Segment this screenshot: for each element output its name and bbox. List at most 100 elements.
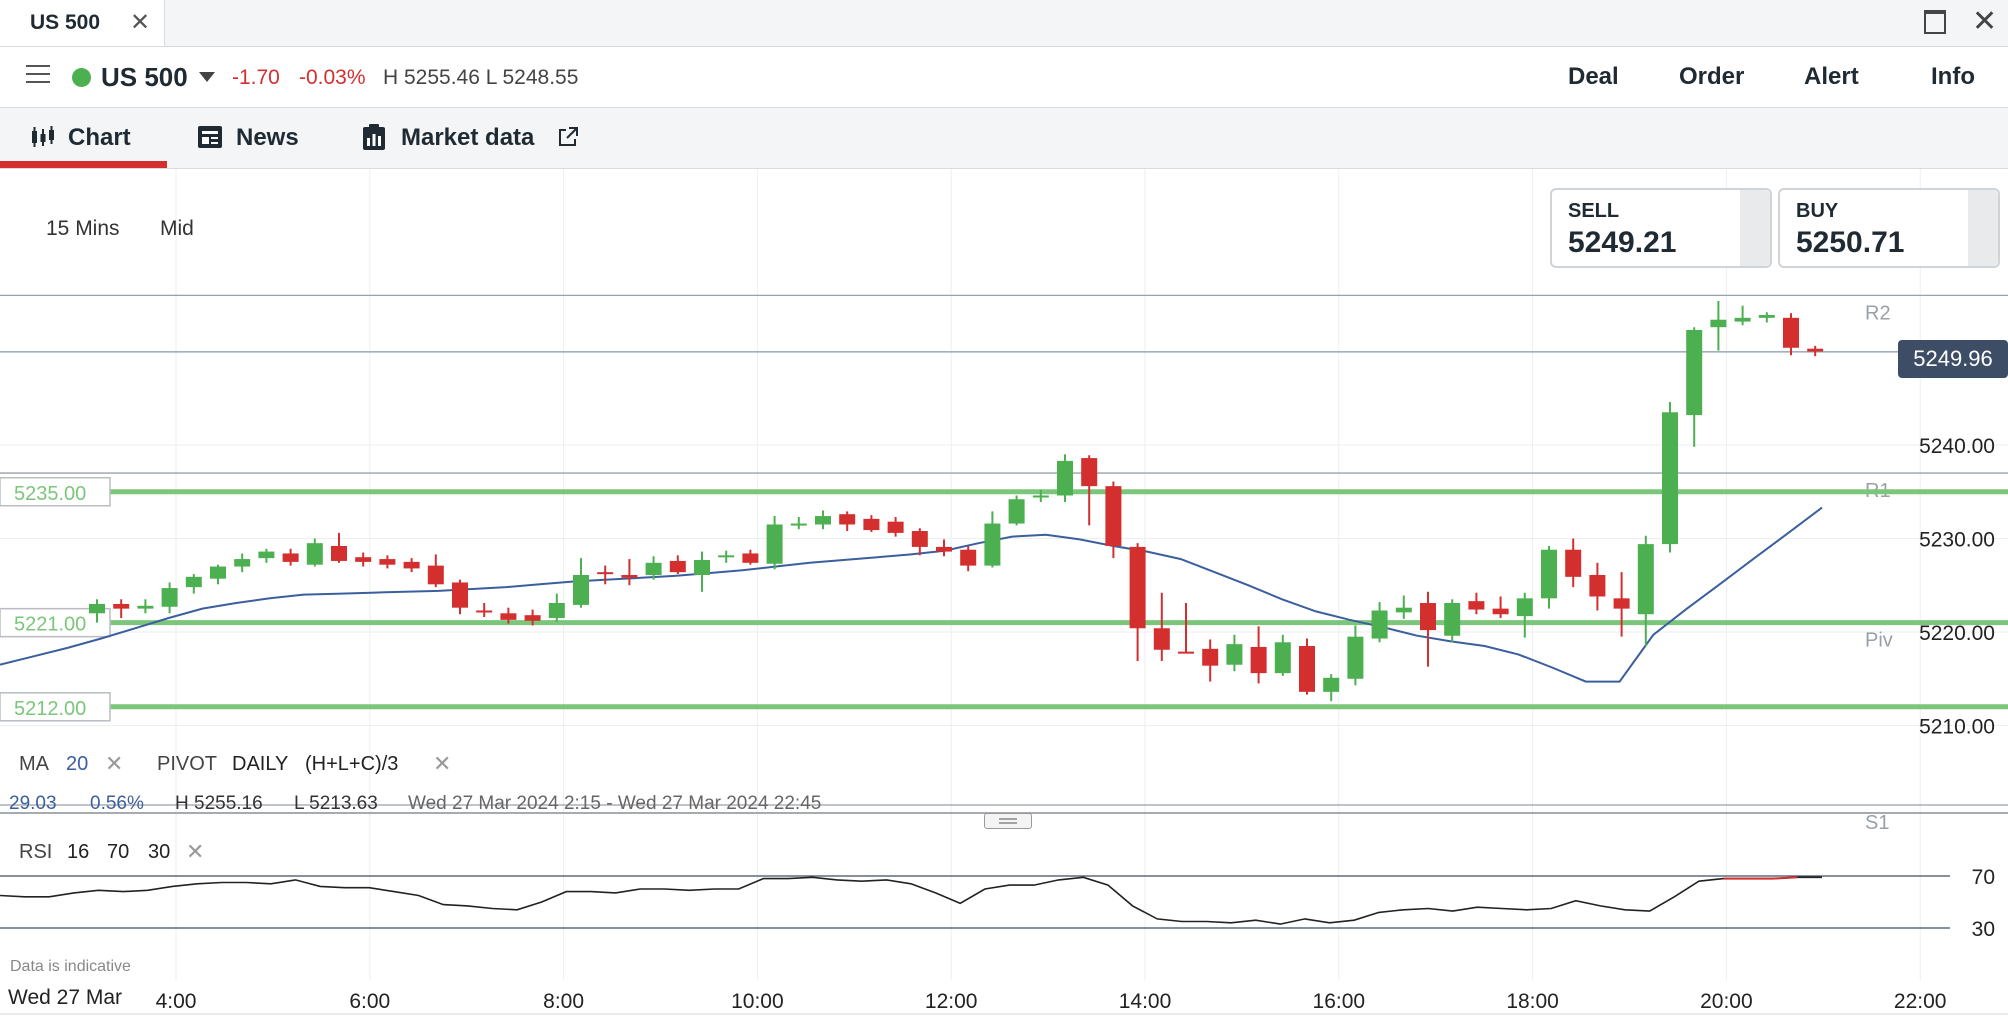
candle-body — [210, 566, 226, 579]
tab-news[interactable]: News — [236, 124, 299, 151]
instrument-tab[interactable]: US 500 ✕ — [0, 0, 165, 46]
candle — [1492, 596, 1509, 618]
candle — [1710, 301, 1727, 351]
candle — [742, 549, 759, 565]
ma-period[interactable]: 20 — [66, 753, 89, 775]
candle — [597, 565, 614, 585]
candle-body — [1274, 642, 1291, 674]
maximize-icon[interactable] — [1924, 10, 1946, 34]
tab-close-icon[interactable]: ✕ — [130, 9, 151, 36]
sell-button[interactable]: SELL 5249.21 — [1550, 188, 1772, 268]
candle-body — [1710, 319, 1727, 328]
candle — [185, 574, 202, 594]
remove-pivot-icon[interactable]: ✕ — [433, 751, 452, 776]
order-button[interactable]: Order — [1679, 63, 1745, 90]
candle — [379, 555, 396, 569]
candle-body — [1057, 460, 1073, 496]
rsi-lower[interactable]: 30 — [148, 841, 171, 863]
rsi-label: RSI — [19, 841, 53, 863]
buy-price: 5250.71 — [1796, 226, 1905, 259]
rsi-period[interactable]: 16 — [67, 841, 90, 863]
candle-body — [984, 523, 1001, 566]
candle-body — [669, 560, 686, 573]
candle-body — [1541, 549, 1557, 599]
candle — [1323, 674, 1340, 702]
candle-body — [1734, 317, 1751, 322]
market-open-status-dot — [72, 68, 91, 87]
deal-button[interactable]: Deal — [1568, 63, 1619, 90]
candle-body — [1032, 495, 1049, 498]
candle — [548, 593, 565, 622]
candle-body — [839, 514, 856, 525]
candle-body — [331, 545, 347, 561]
candle — [645, 556, 662, 580]
y-tick-label: 5230.00 — [1919, 529, 1995, 552]
candle-body — [306, 543, 323, 565]
candle — [234, 553, 251, 573]
candle-body — [1589, 574, 1606, 597]
candle — [524, 609, 541, 626]
candle — [1734, 305, 1751, 326]
candle-body — [548, 603, 565, 618]
price-level-label: 5221.00 — [14, 614, 86, 636]
candle-body — [1153, 628, 1170, 650]
price-level-tag — [0, 692, 111, 722]
buy-button[interactable]: BUY 5250.71 — [1778, 188, 2000, 268]
external-link-icon[interactable] — [557, 126, 579, 153]
candle-body — [645, 562, 662, 575]
rsi-line — [0, 876, 1822, 925]
candle-body — [1299, 646, 1315, 692]
pivot-label-piv: Piv — [1865, 630, 1893, 652]
rsi-axis-70: 70 — [1972, 866, 1995, 889]
pivot-formula[interactable]: (H+L+C)/3 — [305, 753, 399, 775]
remove-ma-icon[interactable]: ✕ — [105, 751, 124, 776]
candle-body — [1783, 317, 1799, 348]
instrument-name[interactable]: US 500 — [101, 62, 188, 92]
candle — [718, 550, 735, 563]
candle-body — [573, 574, 589, 605]
candle — [89, 599, 105, 623]
info-button[interactable]: Info — [1931, 63, 1975, 90]
candle-body — [403, 561, 420, 569]
candle — [1783, 313, 1799, 356]
price-type-selector[interactable]: Mid — [160, 217, 194, 240]
candle — [839, 511, 856, 532]
pivot-label: PIVOT — [157, 753, 218, 775]
timeframe-selector[interactable]: 15 Mins — [46, 217, 120, 240]
candle-body — [960, 549, 977, 566]
x-tick-label: 10:00 — [731, 990, 784, 1013]
candle — [1686, 327, 1703, 447]
candle — [331, 532, 347, 563]
y-tick-label: 5240.00 — [1919, 435, 1995, 458]
sell-strip — [1740, 190, 1770, 266]
alert-button[interactable]: Alert — [1804, 63, 1859, 90]
pivot-period[interactable]: DAILY — [232, 753, 289, 775]
candle — [1178, 603, 1194, 654]
candle — [1226, 634, 1243, 672]
active-tab-indicator — [0, 161, 167, 168]
chevron-down-icon[interactable] — [199, 72, 215, 82]
market-data-icon — [362, 123, 386, 156]
candle — [1153, 592, 1170, 661]
rsi-upper[interactable]: 70 — [107, 841, 130, 863]
x-axis-date-label: Wed 27 Mar — [8, 986, 122, 1009]
tab-market-data[interactable]: Market data — [401, 124, 535, 151]
candle-body — [1662, 412, 1678, 545]
candle — [427, 554, 444, 588]
candle — [790, 516, 807, 530]
menu-icon[interactable] — [26, 65, 50, 85]
candle — [1420, 591, 1436, 667]
pane-resize-handle[interactable] — [984, 813, 1032, 829]
candle — [1541, 545, 1557, 609]
candle-body — [815, 516, 831, 525]
remove-rsi-icon[interactable]: ✕ — [186, 839, 205, 864]
candle — [500, 607, 517, 624]
window-close-icon[interactable]: ✕ — [1972, 5, 1998, 38]
candle — [1444, 599, 1461, 643]
tab-chart[interactable]: Chart — [68, 124, 131, 151]
buy-strip — [1968, 190, 1998, 266]
y-tick-label: 5220.00 — [1919, 622, 1995, 645]
pivot-label-r2: R2 — [1865, 302, 1891, 324]
candle-body — [1420, 603, 1436, 631]
